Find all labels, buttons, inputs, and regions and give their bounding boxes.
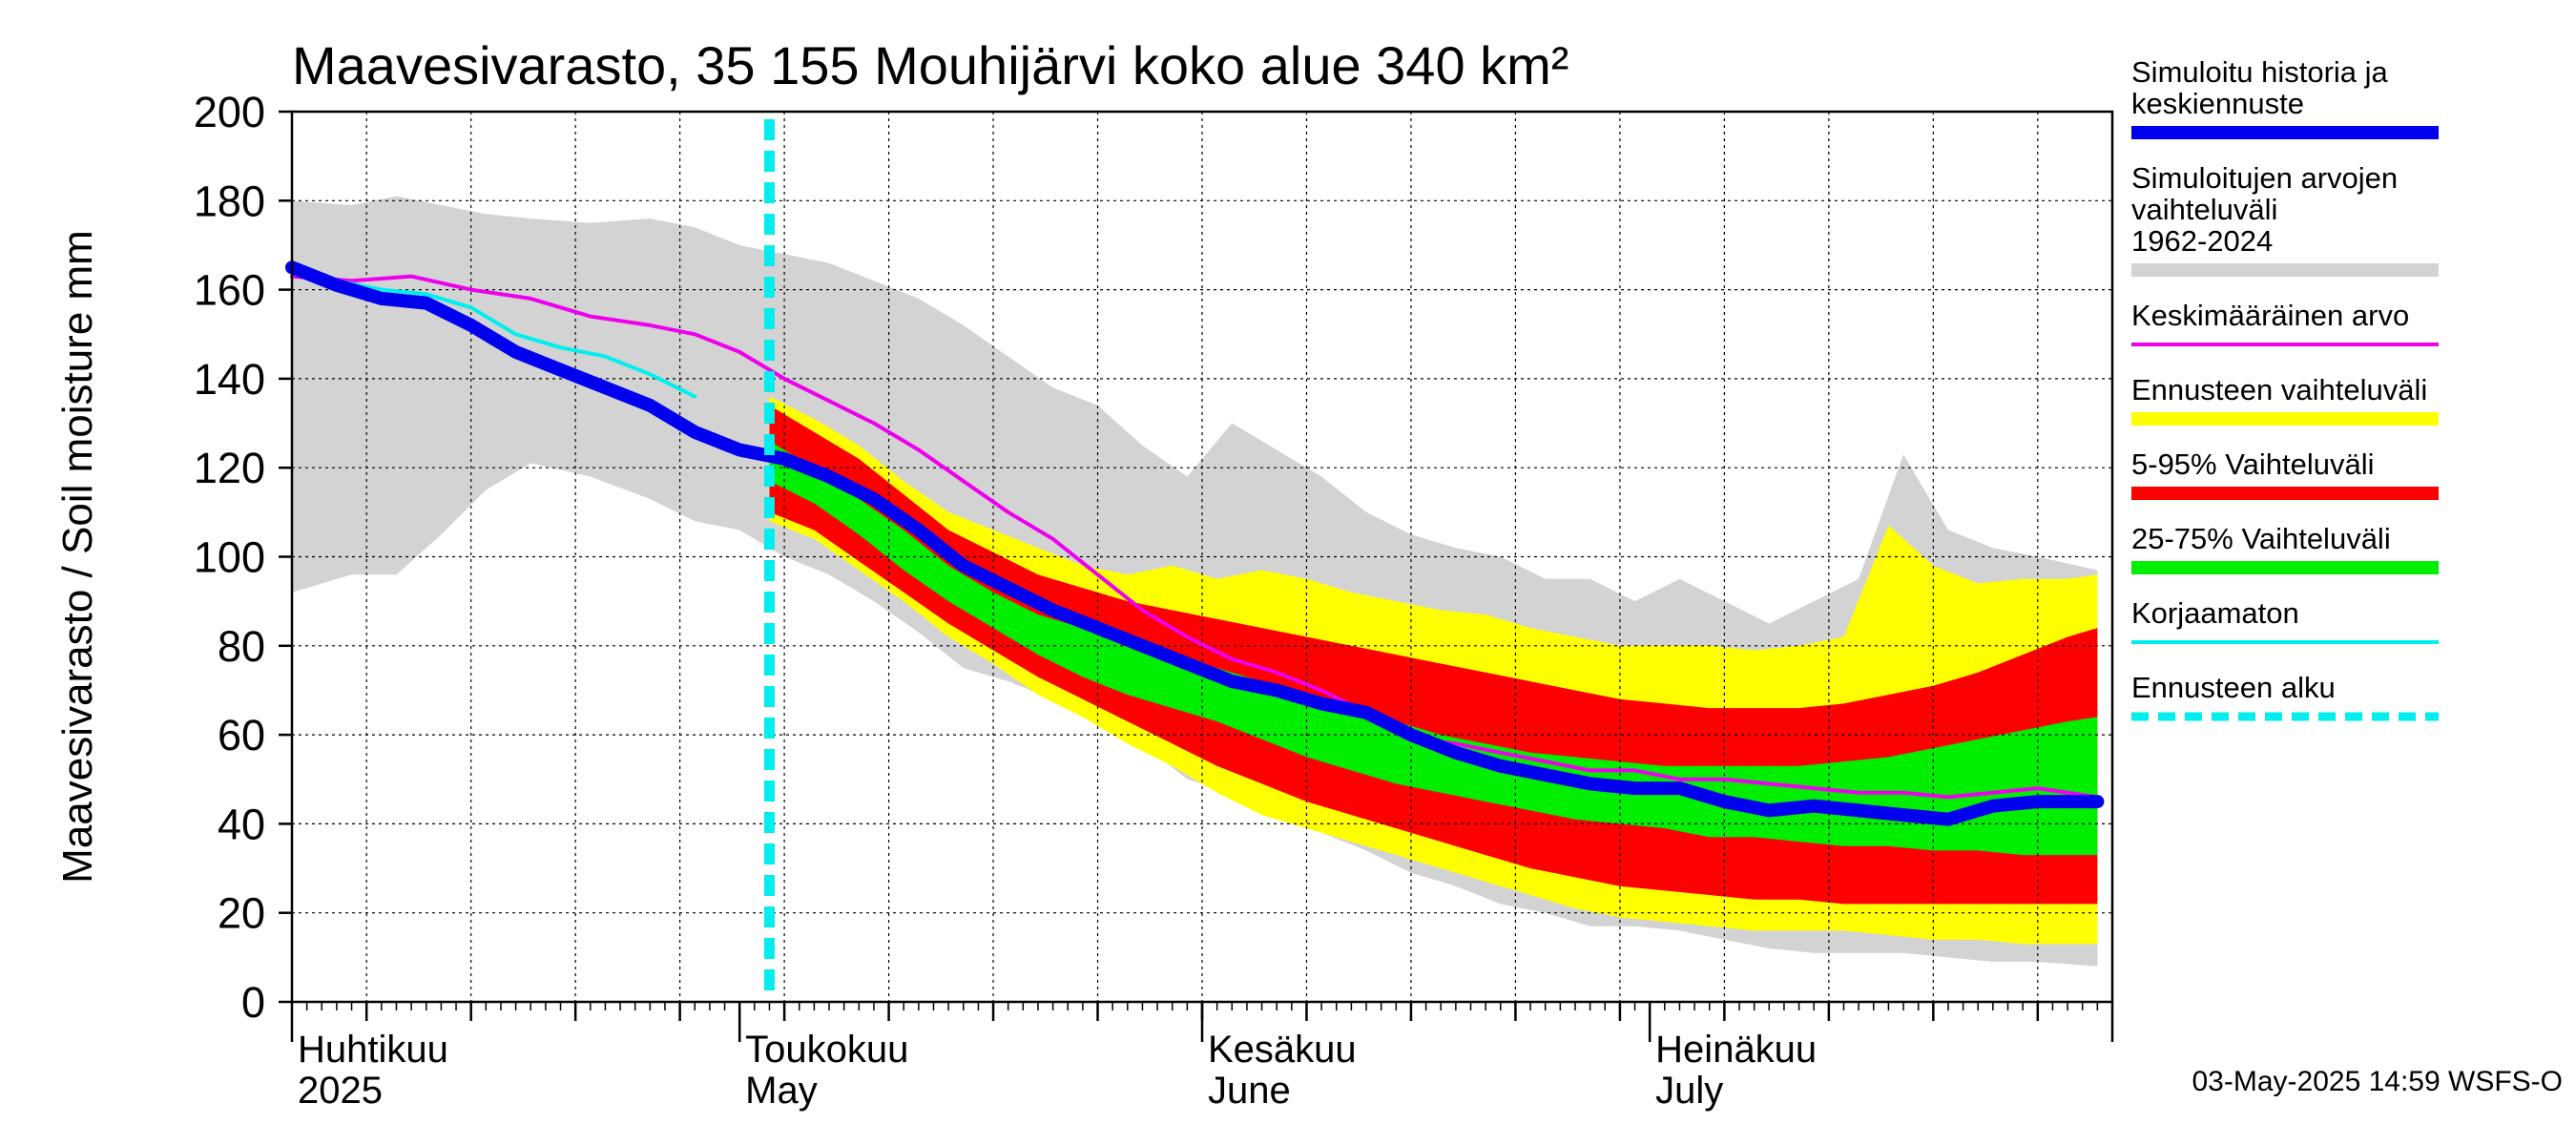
median-forecast-line <box>285 260 2105 826</box>
legend-label: keskiennuste <box>2131 87 2304 120</box>
month-label-en: May <box>745 1070 818 1112</box>
legend-label: Ennusteen vaihteluväli <box>2131 373 2427 406</box>
y-tick-label: 20 <box>218 889 265 938</box>
y-tick-label: 60 <box>218 711 265 760</box>
grid-layer <box>292 112 2112 1002</box>
mean-line <box>290 274 2100 800</box>
y-tick-label: 100 <box>194 533 265 582</box>
legend-label: 5-95% Vaihteluväli <box>2131 448 2374 481</box>
y-tick-label: 180 <box>194 177 265 225</box>
chart-title: Maavesivarasto, 35 155 Mouhijärvi koko a… <box>292 35 1568 95</box>
month-label-fi: Heinäkuu <box>1655 1029 1817 1071</box>
y-tick-label: 200 <box>194 88 265 136</box>
month-label-en: June <box>1208 1070 1291 1112</box>
legend-label: Keskimääräinen arvo <box>2131 299 2409 332</box>
month-label-fi: Toukokuu <box>745 1029 908 1071</box>
legend-label: Simuloitujen arvojen <box>2131 161 2398 195</box>
legend-label: Simuloitu historia ja <box>2131 55 2389 89</box>
month-label-fi: Huhtikuu <box>298 1029 448 1071</box>
footer-timestamp: 03-May-2025 14:59 WSFS-O <box>2192 1066 2564 1097</box>
legend-label: Ennusteen alku <box>2131 671 2336 704</box>
legend-label: 1962-2024 <box>2131 224 2273 258</box>
y-axis-label: Maavesivarasto / Soil moisture mm <box>54 230 101 884</box>
month-label-en: 2025 <box>298 1070 383 1112</box>
lines-layer <box>285 119 2105 1002</box>
y-tick-label: 160 <box>194 266 265 315</box>
legend-label: Korjaamaton <box>2131 596 2299 630</box>
month-label-en: July <box>1655 1070 1723 1112</box>
legend-label: vaihteluväli <box>2131 193 2277 226</box>
y-axis-label-group: Maavesivarasto / Soil moisture mm <box>54 230 101 884</box>
bands-layer <box>292 196 2098 967</box>
y-tick-label: 0 <box>241 978 265 1027</box>
month-label-fi: Kesäkuu <box>1208 1029 1357 1071</box>
y-tick-label: 140 <box>194 355 265 404</box>
y-tick-label: 40 <box>218 800 265 848</box>
y-tick-label: 120 <box>194 444 265 492</box>
y-tick-label: 80 <box>218 622 265 671</box>
legend-label: 25-75% Vaihteluväli <box>2131 522 2391 555</box>
